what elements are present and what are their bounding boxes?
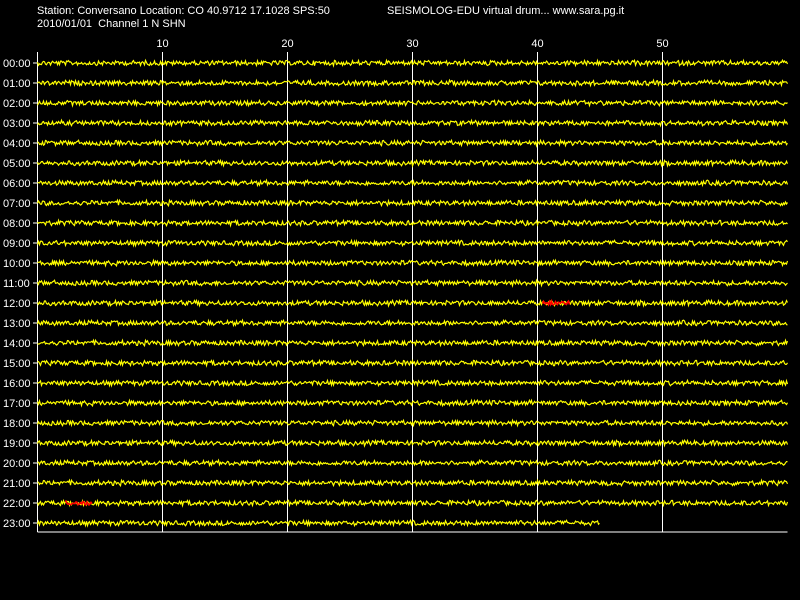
hour-label: 19:00 — [3, 438, 31, 450]
hour-label: 02:00 — [3, 98, 31, 110]
hour-label: 21:00 — [3, 478, 31, 490]
hour-label: 05:00 — [3, 158, 31, 170]
trace-23-00 — [36, 518, 600, 528]
hour-label: 12:00 — [3, 298, 31, 310]
hour-label: 10:00 — [3, 258, 31, 270]
trace-14-00 — [37, 338, 789, 348]
trace-18-00 — [36, 418, 789, 428]
trace-06-00 — [37, 178, 789, 188]
trace-11-00 — [36, 278, 788, 288]
trace-20-00 — [37, 458, 788, 468]
trace-04-00 — [37, 138, 788, 148]
trace-00-00 — [36, 58, 789, 68]
minute-tick-label: 10 — [156, 38, 168, 50]
hour-label: 17:00 — [3, 398, 31, 410]
trace-15-00 — [37, 358, 788, 368]
event-marker — [541, 298, 571, 307]
trace-12-00 — [36, 298, 789, 308]
trace-19-00 — [36, 438, 789, 448]
hour-label: 01:00 — [3, 78, 31, 90]
trace-10-00 — [37, 258, 789, 268]
event-marker — [65, 500, 93, 507]
app-title: SEISMOLOG-EDU virtual drum... www.sara.p… — [387, 5, 625, 17]
trace-02-00 — [36, 98, 788, 108]
hour-label: 18:00 — [3, 418, 31, 430]
trace-07-00 — [36, 198, 788, 208]
trace-03-00 — [37, 118, 789, 128]
hour-label: 04:00 — [3, 138, 31, 150]
hour-label: 20:00 — [3, 458, 31, 470]
trace-16-00 — [37, 378, 789, 388]
hour-label: 13:00 — [3, 318, 31, 330]
hour-label: 11:00 — [3, 278, 30, 290]
hour-label: 06:00 — [3, 178, 31, 190]
trace-22-00 — [36, 498, 789, 508]
trace-21-00 — [37, 478, 789, 488]
hour-label: 07:00 — [3, 198, 31, 210]
station-info: Station: Conversano Location: CO 40.9712… — [37, 5, 330, 17]
trace-05-00 — [36, 158, 789, 168]
minute-tick-label: 30 — [406, 38, 418, 50]
hour-label: 03:00 — [3, 118, 31, 130]
minute-tick-label: 50 — [656, 38, 668, 50]
hour-label: 08:00 — [3, 218, 31, 230]
trace-17-00 — [36, 398, 789, 408]
hour-label: 16:00 — [3, 378, 31, 390]
hour-label: 15:00 — [3, 358, 31, 370]
trace-01-00 — [37, 78, 789, 88]
minute-tick-label: 40 — [531, 38, 543, 50]
hour-label: 09:00 — [3, 238, 31, 250]
trace-13-00 — [36, 318, 788, 328]
trace-08-00 — [37, 218, 788, 228]
hour-label: 00:00 — [3, 58, 31, 70]
hour-label: 14:00 — [3, 338, 31, 350]
hour-label: 22:00 — [3, 498, 31, 510]
date-channel-info: 2010/01/01 Channel 1 N SHN — [37, 18, 186, 30]
hour-label: 23:00 — [3, 518, 31, 530]
trace-09-00 — [36, 238, 788, 248]
minute-tick-label: 20 — [281, 38, 293, 50]
